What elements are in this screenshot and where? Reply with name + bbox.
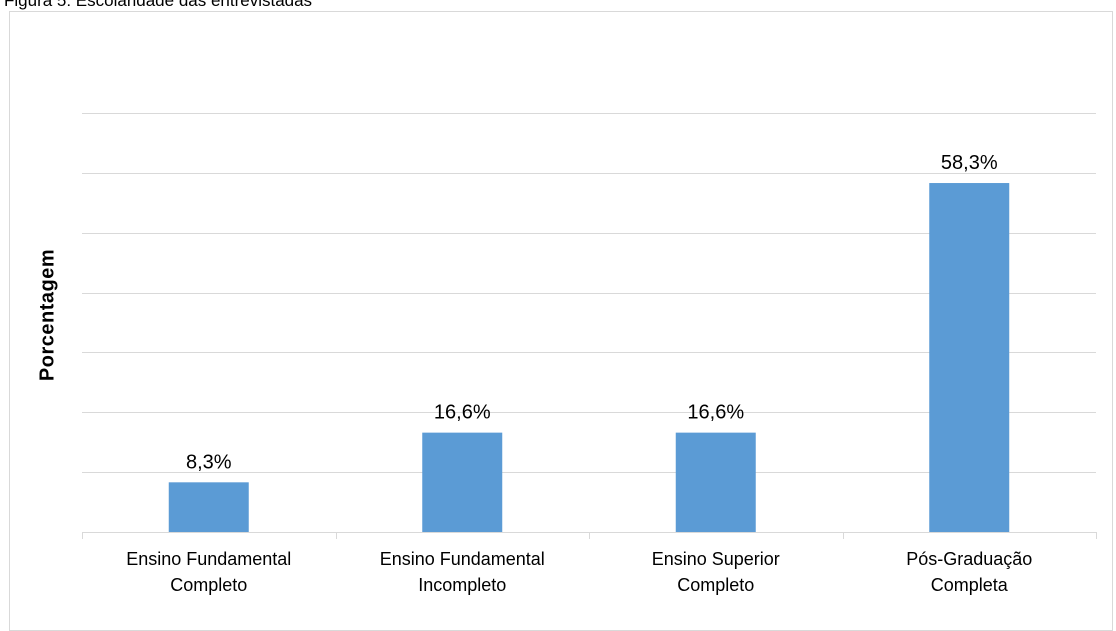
x-axis-category-label-line: Completa (930, 575, 1008, 595)
x-axis-category-label-line: Ensino Fundamental (126, 549, 292, 569)
y-axis-label: Porcentagem (36, 248, 59, 382)
data-labels: 8,3% 16,6% 16,6% 58,3% (186, 152, 998, 473)
figure-caption: Figura 5: Escolaridade das entrevistadas (4, 0, 313, 10)
bar (929, 183, 1010, 533)
data-label: 16,6% (434, 402, 491, 424)
bar-chart: 8,3% 16,6% 16,6% 58,3% (82, 113, 1097, 539)
x-axis-category-label-line: Completo (677, 575, 755, 595)
x-axis-category-label-line: Ensino Superior (651, 549, 780, 569)
x-axis-category-label-line: Completo (170, 575, 248, 595)
x-axis-category-label: Ensino Superior Completo (586, 546, 846, 598)
x-axis-category-label-line: Incompleto (418, 575, 507, 595)
x-axis-category-label-line: Pós-Graduação (906, 549, 1033, 569)
x-axis-ticks (82, 532, 1097, 539)
bar (422, 432, 503, 532)
bar (168, 482, 249, 532)
x-axis-category-label: Ensino Fundamental Completo (79, 546, 339, 598)
bar (675, 432, 756, 532)
x-axis-category-label: Ensino Fundamental Incompleto (332, 546, 592, 598)
data-label: 58,3% (941, 152, 998, 174)
data-label: 8,3% (186, 451, 232, 473)
x-axis-category-label: Pós-Graduação Completa (839, 546, 1099, 598)
x-axis-category-label-line: Ensino Fundamental (379, 549, 545, 569)
data-label: 16,6% (687, 402, 744, 424)
gridlines (82, 113, 1096, 473)
bars (168, 183, 1010, 533)
